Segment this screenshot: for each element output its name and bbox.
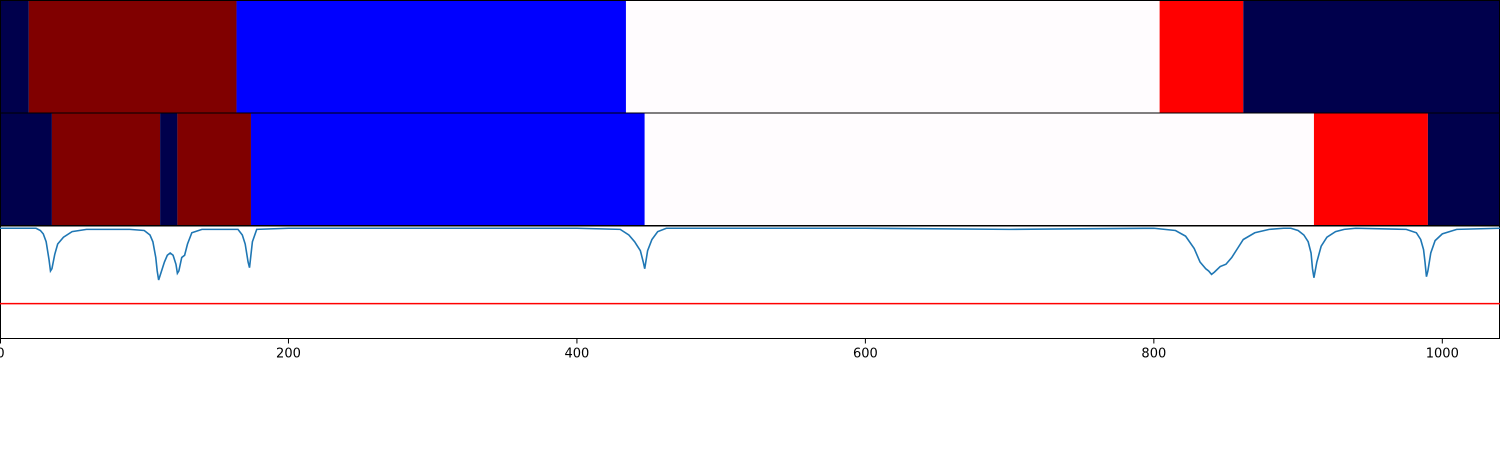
x-tick-label-0: 0 — [0, 347, 5, 362]
track-1-segment-4 — [625, 0, 1160, 113]
signal-panel — [0, 225, 1500, 339]
track-1-segment-5 — [1159, 0, 1244, 113]
track-2-segment-2 — [51, 113, 161, 226]
x-tick-label-400: 400 — [565, 347, 590, 362]
track-1-segment-1 — [0, 0, 29, 113]
x-tick-label-200: 200 — [276, 347, 301, 362]
segment-track-2 — [0, 112, 1500, 226]
track-2-segment-7 — [1313, 113, 1428, 226]
track-1-segment-2 — [28, 0, 237, 113]
track-2-segment-4 — [177, 113, 251, 226]
track-1-segment-3 — [236, 0, 626, 113]
track-2-segment-3 — [160, 113, 178, 226]
x-tick-label-800: 800 — [1141, 347, 1166, 362]
track-2-segment-8 — [1427, 113, 1500, 226]
segment-track-1 — [0, 0, 1500, 114]
track-1-segment-6 — [1243, 0, 1500, 113]
x-tick-label-600: 600 — [853, 347, 878, 362]
signal-panel-frame — [0, 225, 1500, 339]
x-tick-label-1000: 1000 — [1426, 347, 1459, 362]
signal-curve — [0, 227, 1500, 281]
track-2-segment-1 — [0, 113, 52, 226]
track-2-segment-6 — [644, 113, 1314, 226]
track-2-segment-5 — [250, 113, 645, 226]
x-axis: 0 200 400 600 800 1000 — [0, 338, 1459, 362]
